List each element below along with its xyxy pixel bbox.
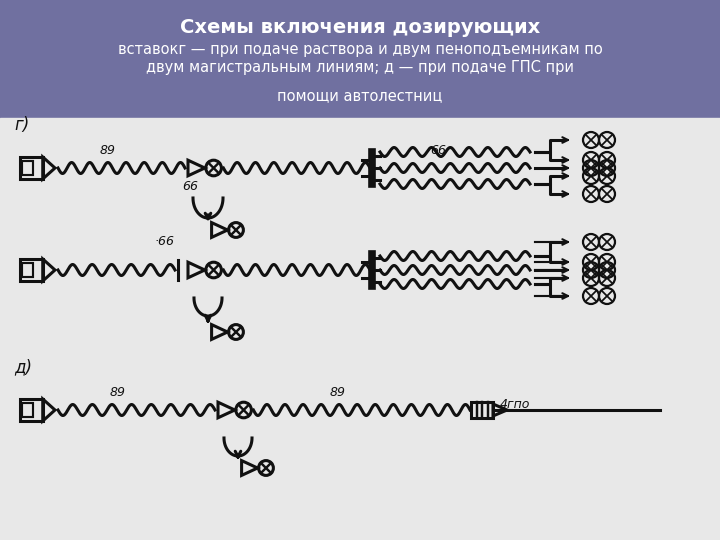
Bar — [0, 118, 720, 540]
Text: 4гпо: 4гпо — [500, 398, 531, 411]
Text: 89: 89 — [100, 144, 116, 157]
Text: 89: 89 — [110, 386, 126, 399]
Text: помощи автолестниц: помощи автолестниц — [277, 88, 443, 103]
Bar — [22, 263, 32, 277]
Bar — [22, 161, 32, 175]
Bar — [20, 157, 42, 179]
Text: д): д) — [14, 358, 32, 376]
Text: Схемы включения дозирующих: Схемы включения дозирующих — [180, 18, 540, 37]
Text: двум магистральным линиям; д — при подаче ГПС при: двум магистральным линиям; д — при подач… — [146, 60, 574, 75]
Bar — [20, 259, 42, 281]
Bar — [22, 403, 32, 417]
Text: ·66: ·66 — [155, 235, 175, 248]
Bar — [20, 399, 42, 421]
Bar — [0, 0, 720, 118]
Bar — [471, 402, 493, 418]
Text: 66: 66 — [430, 144, 446, 157]
Text: г): г) — [14, 116, 30, 134]
Text: 66: 66 — [182, 180, 198, 193]
Text: вставокг — при подаче раствора и двум пеноподъемникам по: вставокг — при подаче раствора и двум пе… — [117, 42, 603, 57]
Text: 89: 89 — [330, 386, 346, 399]
